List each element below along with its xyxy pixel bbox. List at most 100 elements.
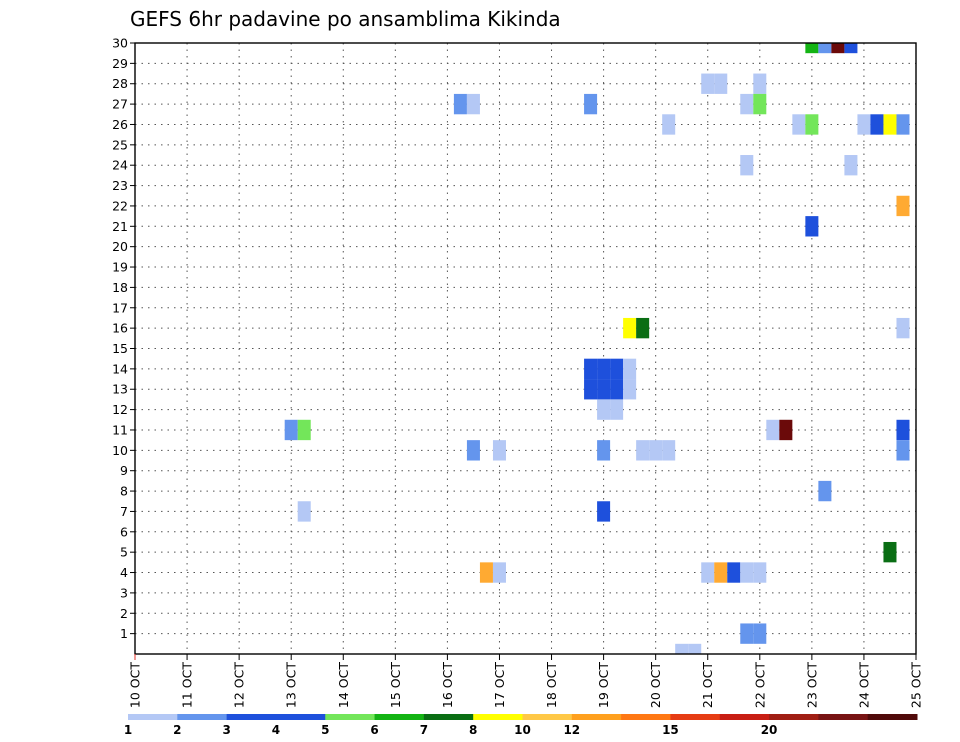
precip-cell bbox=[831, 43, 845, 54]
x-tick-label: 12 OCT bbox=[232, 662, 247, 708]
y-tick-label: 27 bbox=[112, 97, 128, 112]
precip-cell bbox=[584, 379, 598, 400]
x-tick-label: 18 OCT bbox=[544, 662, 559, 708]
x-tick-label: 20 OCT bbox=[648, 662, 663, 708]
grid bbox=[135, 43, 916, 654]
precip-cell bbox=[623, 317, 637, 339]
y-tick-label: 7 bbox=[120, 504, 128, 519]
y-tick-label: 2 bbox=[120, 606, 128, 621]
precip-cell bbox=[688, 643, 702, 654]
legend-swatch bbox=[769, 714, 819, 720]
y-tick-label: 19 bbox=[112, 260, 128, 275]
precip-cell bbox=[857, 114, 871, 135]
precip-cell bbox=[740, 562, 754, 583]
legend-swatch bbox=[177, 714, 228, 720]
y-tick-label: 21 bbox=[112, 219, 128, 234]
precip-cell bbox=[597, 379, 611, 400]
legend-swatch bbox=[128, 714, 178, 720]
y-tick-label: 28 bbox=[112, 76, 128, 91]
y-tick-label: 22 bbox=[112, 198, 128, 213]
legend-swatch bbox=[867, 714, 918, 720]
precip-cell bbox=[297, 501, 311, 522]
y-tick-label: 15 bbox=[112, 341, 128, 356]
precip-cell bbox=[701, 73, 715, 94]
data-cells bbox=[284, 43, 910, 654]
x-tick-label: 22 OCT bbox=[752, 662, 767, 708]
precip-cell bbox=[284, 419, 298, 441]
precip-cell bbox=[610, 379, 624, 400]
x-tick-label: 13 OCT bbox=[284, 662, 299, 708]
y-tick-label: 6 bbox=[120, 524, 128, 539]
y-tick-label: 9 bbox=[120, 463, 128, 478]
legend-label: 4 bbox=[272, 723, 280, 737]
precip-cell bbox=[714, 73, 728, 94]
legend-label: 6 bbox=[370, 723, 378, 737]
precip-cell bbox=[753, 73, 767, 94]
precip-cell bbox=[453, 93, 467, 115]
precip-cell bbox=[597, 358, 611, 380]
y-tick-label: 24 bbox=[112, 158, 128, 173]
legend-swatch bbox=[522, 714, 573, 720]
y-tick-label: 20 bbox=[112, 239, 128, 254]
precip-cell bbox=[584, 358, 598, 380]
legend-label: 10 bbox=[514, 723, 531, 737]
legend-label: 12 bbox=[563, 723, 580, 737]
y-tick-label: 1 bbox=[120, 626, 128, 641]
precip-cell bbox=[805, 43, 819, 54]
legend-swatch bbox=[571, 714, 622, 720]
precip-cell bbox=[297, 419, 311, 441]
precip-cell bbox=[896, 195, 910, 217]
y-tick-label: 16 bbox=[112, 321, 128, 336]
precip-cell bbox=[662, 440, 676, 461]
legend-swatch bbox=[423, 714, 474, 720]
precip-cell bbox=[740, 623, 754, 644]
x-tick-label: 15 OCT bbox=[388, 662, 403, 708]
chart-title: GEFS 6hr padavine po ansamblima Kikinda bbox=[130, 7, 561, 31]
precip-cell bbox=[753, 562, 767, 583]
legend-label: 5 bbox=[321, 723, 329, 737]
precip-cell bbox=[727, 562, 741, 583]
axis-ticks: 1234567891011121314151617181920212223242… bbox=[112, 36, 923, 709]
x-tick-label: 24 OCT bbox=[856, 662, 871, 708]
y-tick-label: 18 bbox=[112, 280, 128, 295]
x-tick-label: 11 OCT bbox=[180, 662, 195, 708]
precip-cell bbox=[584, 93, 598, 115]
precip-cell bbox=[779, 419, 793, 441]
legend-label: 3 bbox=[222, 723, 230, 737]
precip-cell bbox=[649, 440, 663, 461]
precip-cell bbox=[805, 216, 819, 237]
precip-cell bbox=[597, 501, 611, 522]
precip-cell bbox=[896, 317, 910, 339]
legend-swatch bbox=[473, 714, 523, 720]
precip-cell bbox=[492, 562, 506, 583]
precip-cell bbox=[896, 440, 910, 461]
x-tick-label: 10 OCT bbox=[128, 662, 143, 708]
legend-label: 7 bbox=[420, 723, 428, 737]
precip-cell bbox=[610, 399, 624, 420]
precip-cell bbox=[883, 114, 897, 135]
legend-swatch bbox=[670, 714, 721, 720]
precip-cell bbox=[597, 440, 611, 461]
precip-cell bbox=[753, 623, 767, 644]
y-tick-label: 26 bbox=[112, 117, 128, 132]
legend-swatch bbox=[818, 714, 869, 720]
precip-cell bbox=[766, 419, 780, 441]
precip-cell bbox=[701, 562, 715, 583]
legend-label: 20 bbox=[761, 723, 778, 737]
precip-cell bbox=[466, 440, 480, 461]
y-tick-label: 23 bbox=[112, 178, 128, 193]
x-tick-label: 14 OCT bbox=[336, 662, 351, 708]
x-tick-label: 25 OCT bbox=[909, 662, 924, 708]
precip-cell bbox=[662, 114, 676, 135]
y-tick-label: 4 bbox=[120, 565, 128, 580]
legend-swatch bbox=[325, 714, 376, 720]
precip-cell bbox=[844, 155, 858, 176]
y-tick-label: 3 bbox=[120, 585, 128, 600]
legend-swatch bbox=[275, 714, 326, 720]
legend-swatch bbox=[621, 714, 671, 720]
precip-cell bbox=[818, 43, 832, 54]
y-tick-label: 14 bbox=[112, 361, 128, 376]
y-tick-label: 12 bbox=[112, 402, 128, 417]
x-tick-label: 21 OCT bbox=[700, 662, 715, 708]
